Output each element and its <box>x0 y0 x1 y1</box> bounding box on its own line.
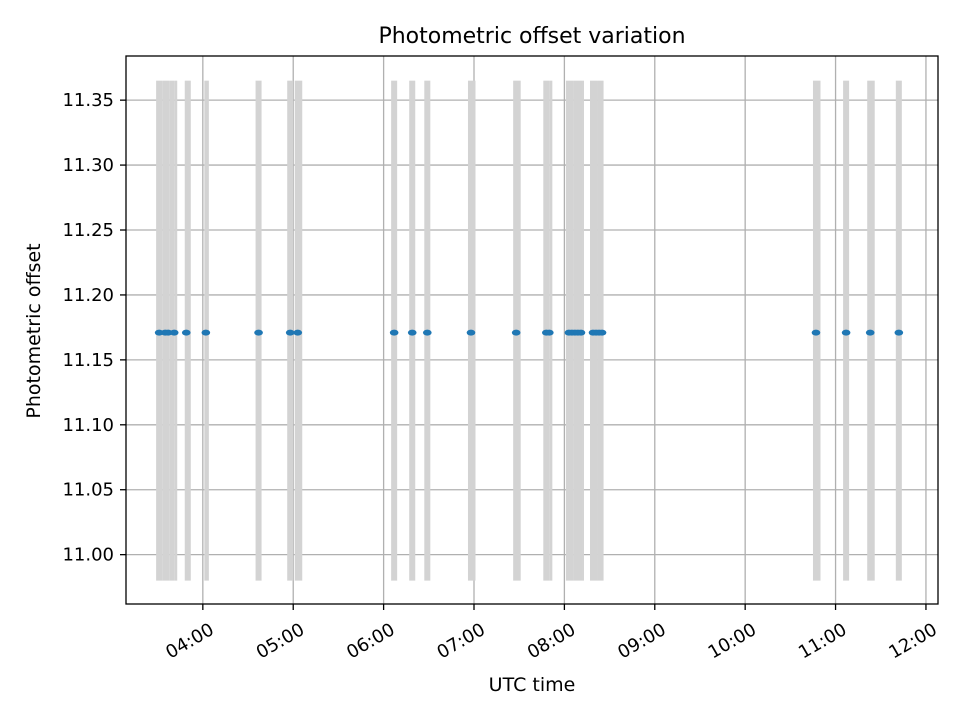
y-tick-label-2: 11.10 <box>62 415 114 436</box>
data-point-2 <box>163 329 173 336</box>
data-point-8 <box>293 329 303 336</box>
data-point-13 <box>511 329 521 336</box>
x-axis-ticks: 04:00 05:00 06:00 07:00 08:00 09:00 10:00 11:00… <box>162 604 941 663</box>
x-tick-label-2: 06:00 <box>343 619 398 663</box>
x-tick-label-6: 10:00 <box>705 619 760 663</box>
x-axis-label: UTC time <box>489 674 576 696</box>
x-tick-label-3: 07:00 <box>433 619 488 663</box>
data-point-3 <box>169 329 179 336</box>
data-point-7 <box>285 329 295 336</box>
data-point-26 <box>841 329 851 336</box>
y-tick-label-3: 11.15 <box>62 350 114 371</box>
chart-title: Photometric offset variation <box>378 24 685 49</box>
x-tick-label-1: 05:00 <box>253 619 308 663</box>
plot-frame <box>125 55 939 605</box>
data-point-20 <box>576 329 586 336</box>
data-point-28 <box>894 329 904 336</box>
y-tick-label-6: 11.30 <box>62 155 114 176</box>
data-point-0 <box>154 329 164 336</box>
y-axis-ticks: 11.00 11.05 11.10 11.15 11.20 11.25 11.30 11.35 <box>62 90 126 566</box>
data-point-25 <box>811 329 821 336</box>
y-tick-label-5: 11.25 <box>62 220 114 241</box>
y-tick-label-7: 11.35 <box>62 90 114 111</box>
data-point-11 <box>422 329 432 336</box>
x-tick-label-4: 08:00 <box>524 619 579 663</box>
data-point-9 <box>389 329 399 336</box>
data-point-15 <box>545 329 554 336</box>
data-point-6 <box>254 329 263 336</box>
data-point-5 <box>201 329 211 336</box>
y-tick-label-0: 11.00 <box>62 545 114 566</box>
data-point-24 <box>597 329 607 336</box>
y-tick-label-4: 11.20 <box>62 285 114 306</box>
data-point-4 <box>181 329 191 336</box>
x-tick-label-5: 09:00 <box>614 619 669 663</box>
data-point-27 <box>865 329 875 336</box>
points-layer <box>154 329 904 336</box>
x-tick-label-7: 11:00 <box>795 619 850 663</box>
data-point-12 <box>466 329 476 336</box>
bands-layer <box>156 80 902 581</box>
y-axis-label: Photometric offset <box>23 243 45 418</box>
x-tick-label-0: 04:00 <box>162 619 217 663</box>
x-tick-label-8: 12:00 <box>885 619 940 663</box>
y-tick-label-1: 11.05 <box>62 480 114 501</box>
data-point-10 <box>407 329 417 336</box>
